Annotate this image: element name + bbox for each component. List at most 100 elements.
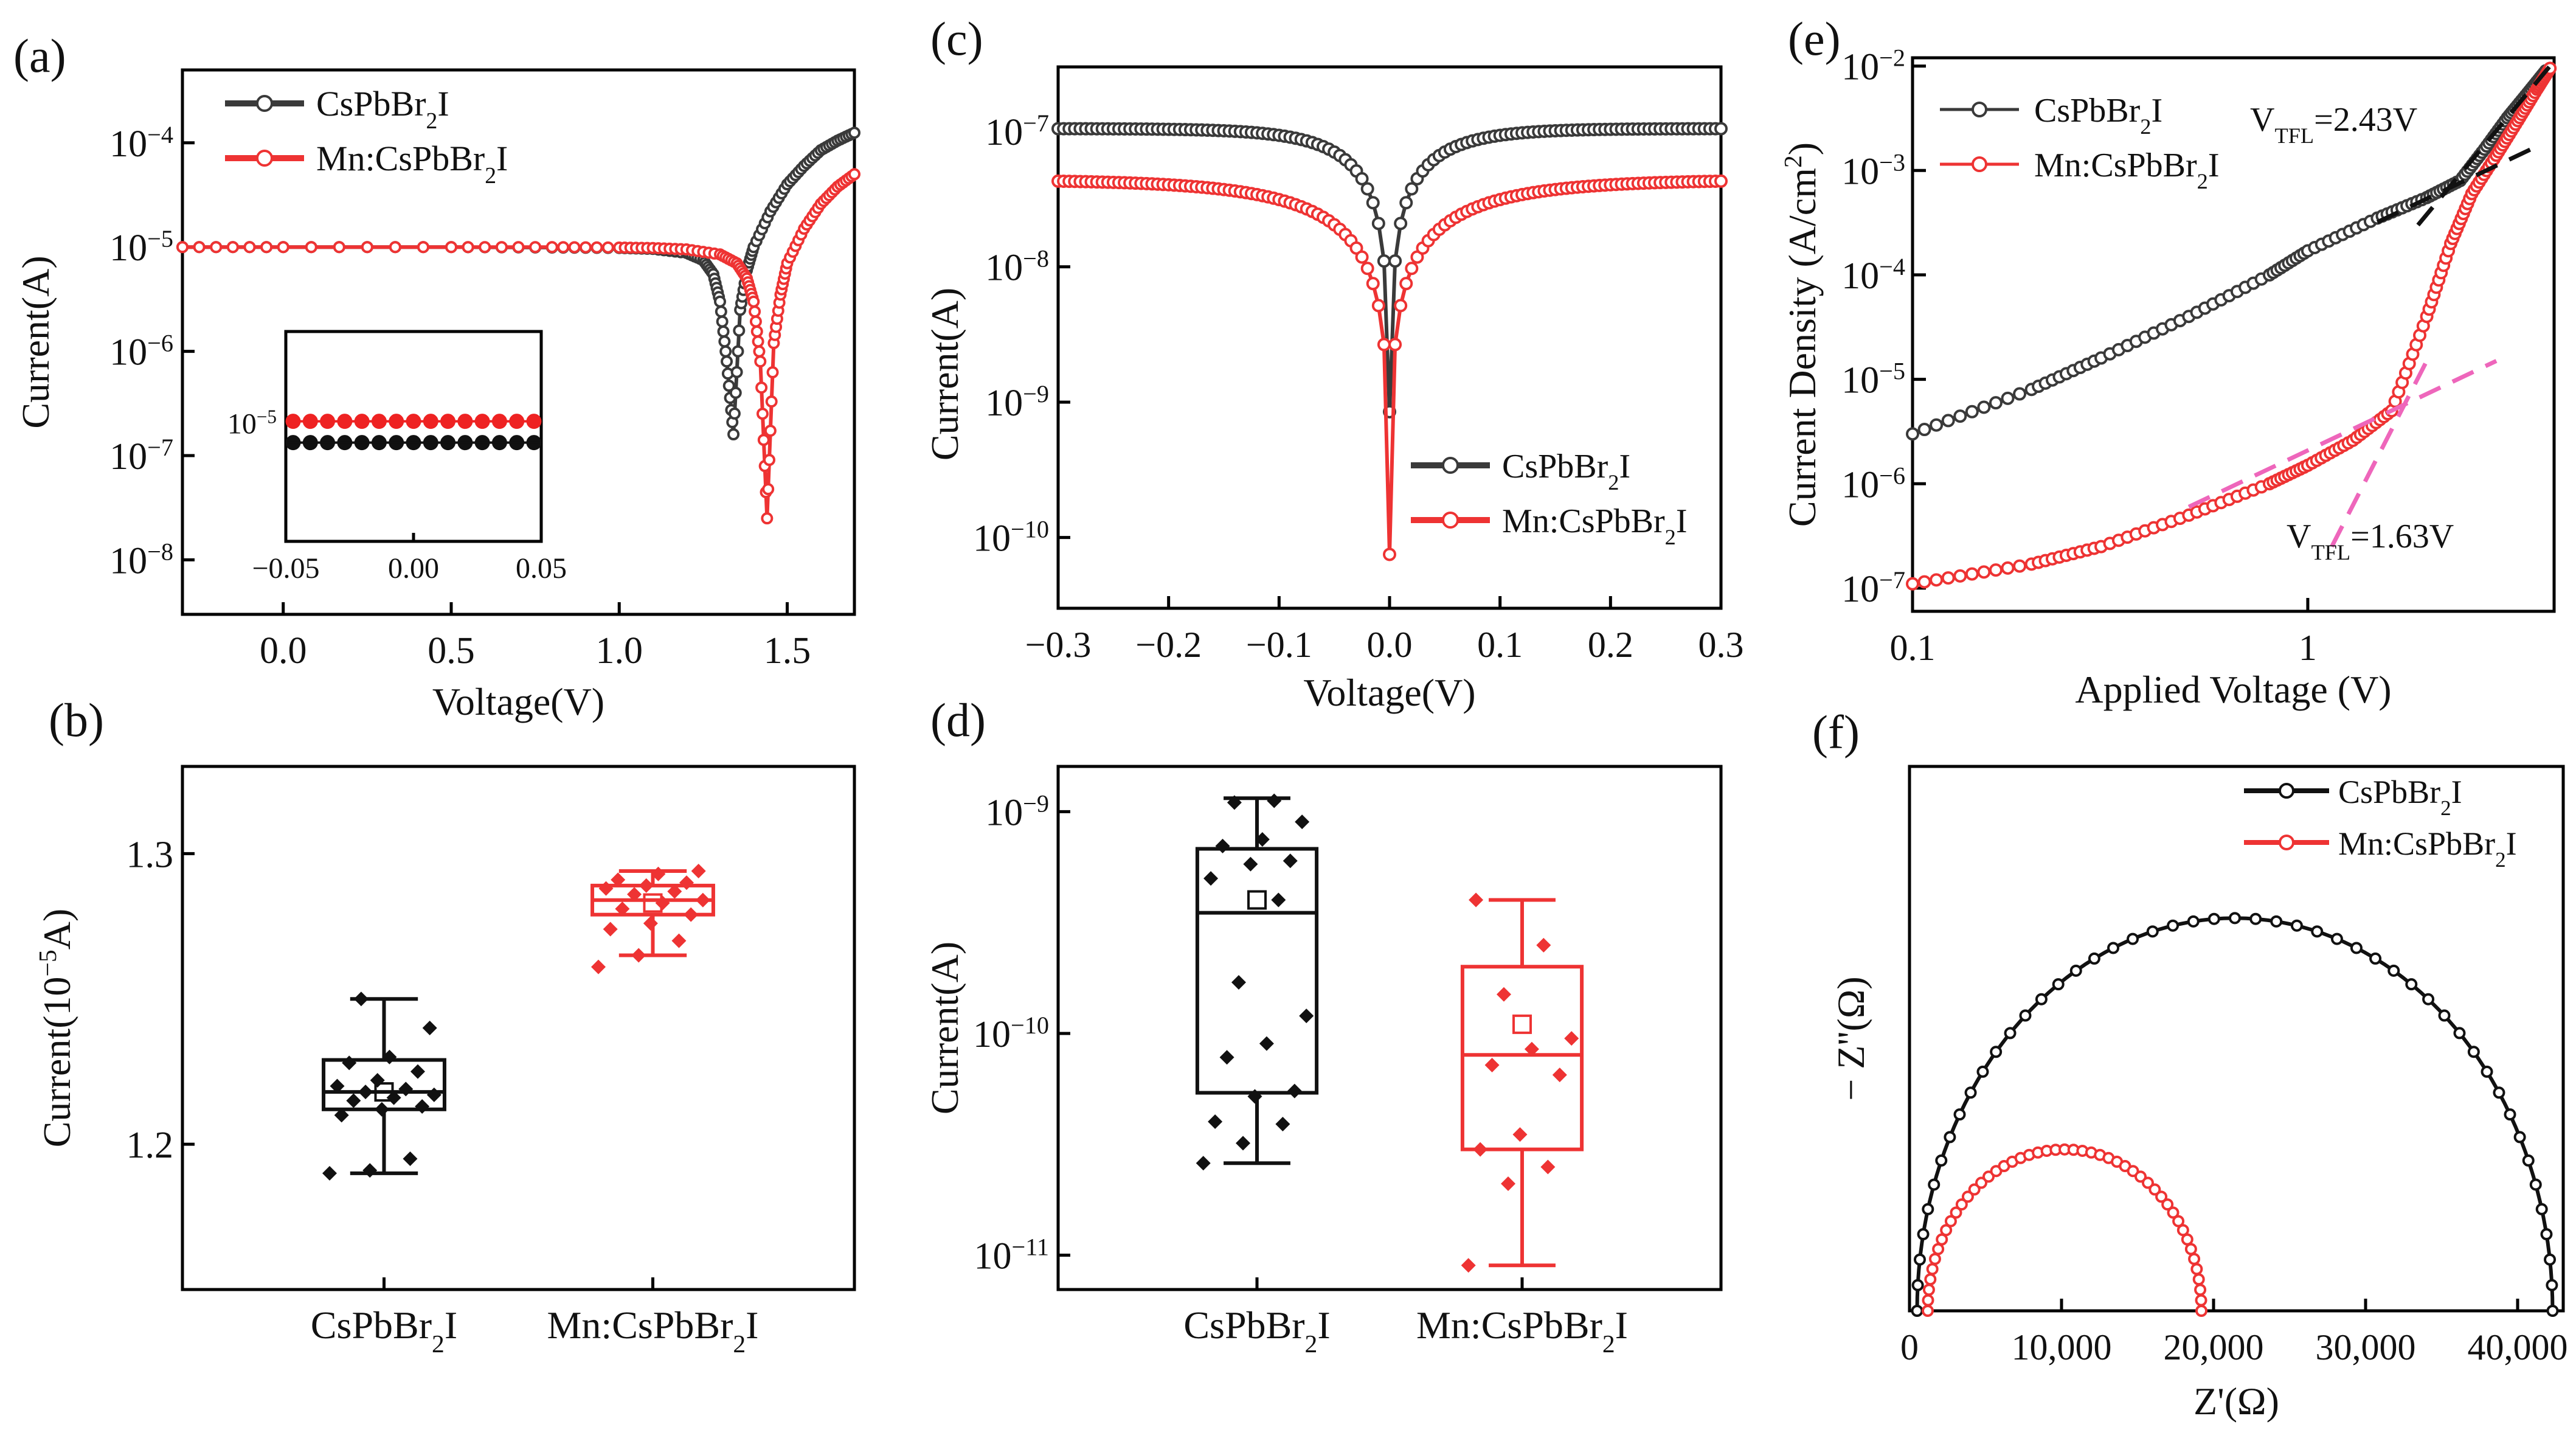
y-tick-label-a: 10−5	[109, 225, 173, 269]
legend-label-f-0: CsPbBr2I	[2338, 774, 2462, 820]
box-d-1	[1460, 965, 1584, 1151]
data-point-f-0	[1964, 1086, 1977, 1099]
data-point-f-0	[1917, 1228, 1930, 1241]
data-point-e-0	[1941, 414, 1955, 428]
y-tick-label-e: 10−2	[1841, 44, 1905, 88]
y-axis-title-d: Current(A)	[923, 942, 966, 1114]
mean-marker-d	[1512, 1014, 1532, 1034]
data-point-d	[1484, 1057, 1500, 1072]
data-point-f-1	[1926, 1263, 1939, 1276]
data-point-f-1	[1950, 1206, 1962, 1219]
legend-marker-f-1	[2279, 835, 2294, 850]
data-point-b	[374, 1102, 389, 1117]
data-point-f-0	[1944, 1131, 1956, 1144]
data-point-f-0	[2187, 915, 2200, 928]
data-point-b	[603, 922, 618, 937]
data-point-b	[631, 948, 646, 963]
x-tick-label-f: 0	[1900, 1327, 1919, 1367]
fit-line-e-3	[2187, 359, 2498, 509]
data-point-f-0	[2167, 919, 2180, 932]
data-point-c-0	[1360, 182, 1374, 196]
x-tick-label-a: 1.5	[764, 630, 811, 672]
data-point-a-0	[718, 335, 731, 348]
data-point-c-0	[1405, 182, 1419, 196]
legend-label-e-1: Mn:CsPbBr2I	[2034, 147, 2220, 193]
data-point-f-0	[2438, 1009, 2451, 1022]
data-point-a-1	[479, 241, 491, 254]
data-point-d	[1247, 1089, 1262, 1104]
data-point-b	[342, 1055, 357, 1071]
plot-frame-b	[181, 765, 856, 1291]
data-point-f-1	[1936, 1233, 1948, 1246]
y-axis-title-b: Current(10−5A)	[33, 909, 78, 1148]
y-tick-label-a: 10−6	[109, 329, 173, 373]
panel-label-c: (c)	[930, 12, 983, 65]
data-point-b	[667, 884, 682, 899]
data-point-b	[615, 901, 630, 917]
data-point-e-1	[2001, 561, 2015, 575]
data-point-f-0	[2019, 1009, 2032, 1022]
data-point-a-0	[848, 127, 860, 139]
legend-label-e-0: CsPbBr2I	[2034, 92, 2162, 139]
panel-label-b: (b)	[49, 693, 104, 746]
data-point-b	[353, 991, 369, 1007]
data-point-f-0	[2330, 932, 2343, 945]
inset-x-tick-label: −0.05	[252, 552, 319, 585]
x-axis-title-a: Voltage(V)	[432, 680, 604, 723]
data-point-f-0	[2546, 1279, 2558, 1291]
y-tick-label-e: 10−4	[1841, 252, 1905, 297]
data-point-a-1	[445, 241, 457, 254]
data-point-b	[611, 872, 626, 887]
panel-label-d: (d)	[930, 693, 986, 746]
data-point-c-1	[1383, 547, 1396, 561]
data-point-c-0	[1394, 217, 1408, 231]
data-point-f-0	[2207, 912, 2220, 925]
chart-panel-a: 0.0 0.5 1.0 1.5 10−4 10−5 10−6 10−7 10−8 Voltage(…	[14, 68, 860, 723]
data-point-a-1	[512, 241, 525, 254]
panel-label-f: (f)	[1812, 706, 1860, 759]
data-point-a-1	[260, 241, 273, 254]
data-point-b	[422, 1021, 437, 1035]
data-point-f-1	[1932, 1243, 1945, 1255]
y-axis-title-c: Current(A)	[923, 288, 966, 460]
x-tick-label-f: 30,000	[2316, 1327, 2416, 1367]
data-point-a-1	[361, 241, 373, 254]
data-point-b	[358, 1085, 373, 1100]
data-point-a-1	[764, 425, 777, 437]
data-point-a-1	[462, 241, 474, 254]
y-tick-label-b: 1.3	[126, 834, 174, 875]
data-point-e-0	[1965, 405, 1979, 418]
data-point-d	[1255, 832, 1270, 847]
data-point-d	[1231, 974, 1246, 990]
data-point-e-0	[2013, 387, 2027, 401]
mean-marker-d	[1247, 890, 1267, 910]
chart-panel-d: 10−9 10−10 10−11 Current(A) CsPbBr2I Mn:CsPbB…	[923, 765, 1723, 1358]
data-point-d	[1461, 1258, 1476, 1273]
x-tick-label-a: 1.0	[596, 630, 643, 672]
data-point-f-1	[2184, 1243, 2197, 1255]
data-point-d	[1552, 1068, 1567, 1083]
data-point-f-0	[2540, 1228, 2553, 1241]
data-point-f-1	[1922, 1294, 1934, 1307]
x-tick-label-c: −0.1	[1246, 625, 1312, 665]
chart-panel-c: −0.3 −0.2 −0.1 0.0 0.1 0.2 0.3 10−7 10−8 10−9 10−1…	[923, 65, 1744, 714]
data-point-f-1	[1922, 1283, 1935, 1296]
data-point-f-0	[1976, 1065, 1989, 1078]
data-point-c-0	[1399, 196, 1413, 210]
data-point-f-0	[2069, 964, 2082, 977]
data-point-f-0	[2529, 1178, 2542, 1191]
data-point-c-0	[1377, 254, 1391, 268]
data-point-a-0	[722, 380, 735, 392]
data-point-f-0	[2422, 993, 2435, 1005]
data-point-f-1	[2161, 1198, 2174, 1211]
data-point-b	[382, 1049, 397, 1064]
data-point-e-1	[2013, 559, 2027, 573]
data-point-b	[590, 959, 606, 974]
plot-frame-a	[181, 68, 856, 616]
data-point-a-0	[732, 345, 744, 358]
x-tick-label-c: 0.1	[1477, 625, 1523, 665]
data-point-f-0	[2493, 1086, 2505, 1099]
data-point-d	[1267, 793, 1282, 808]
x-tick-label-c: 0.2	[1588, 625, 1633, 665]
data-point-f-0	[2311, 925, 2324, 938]
